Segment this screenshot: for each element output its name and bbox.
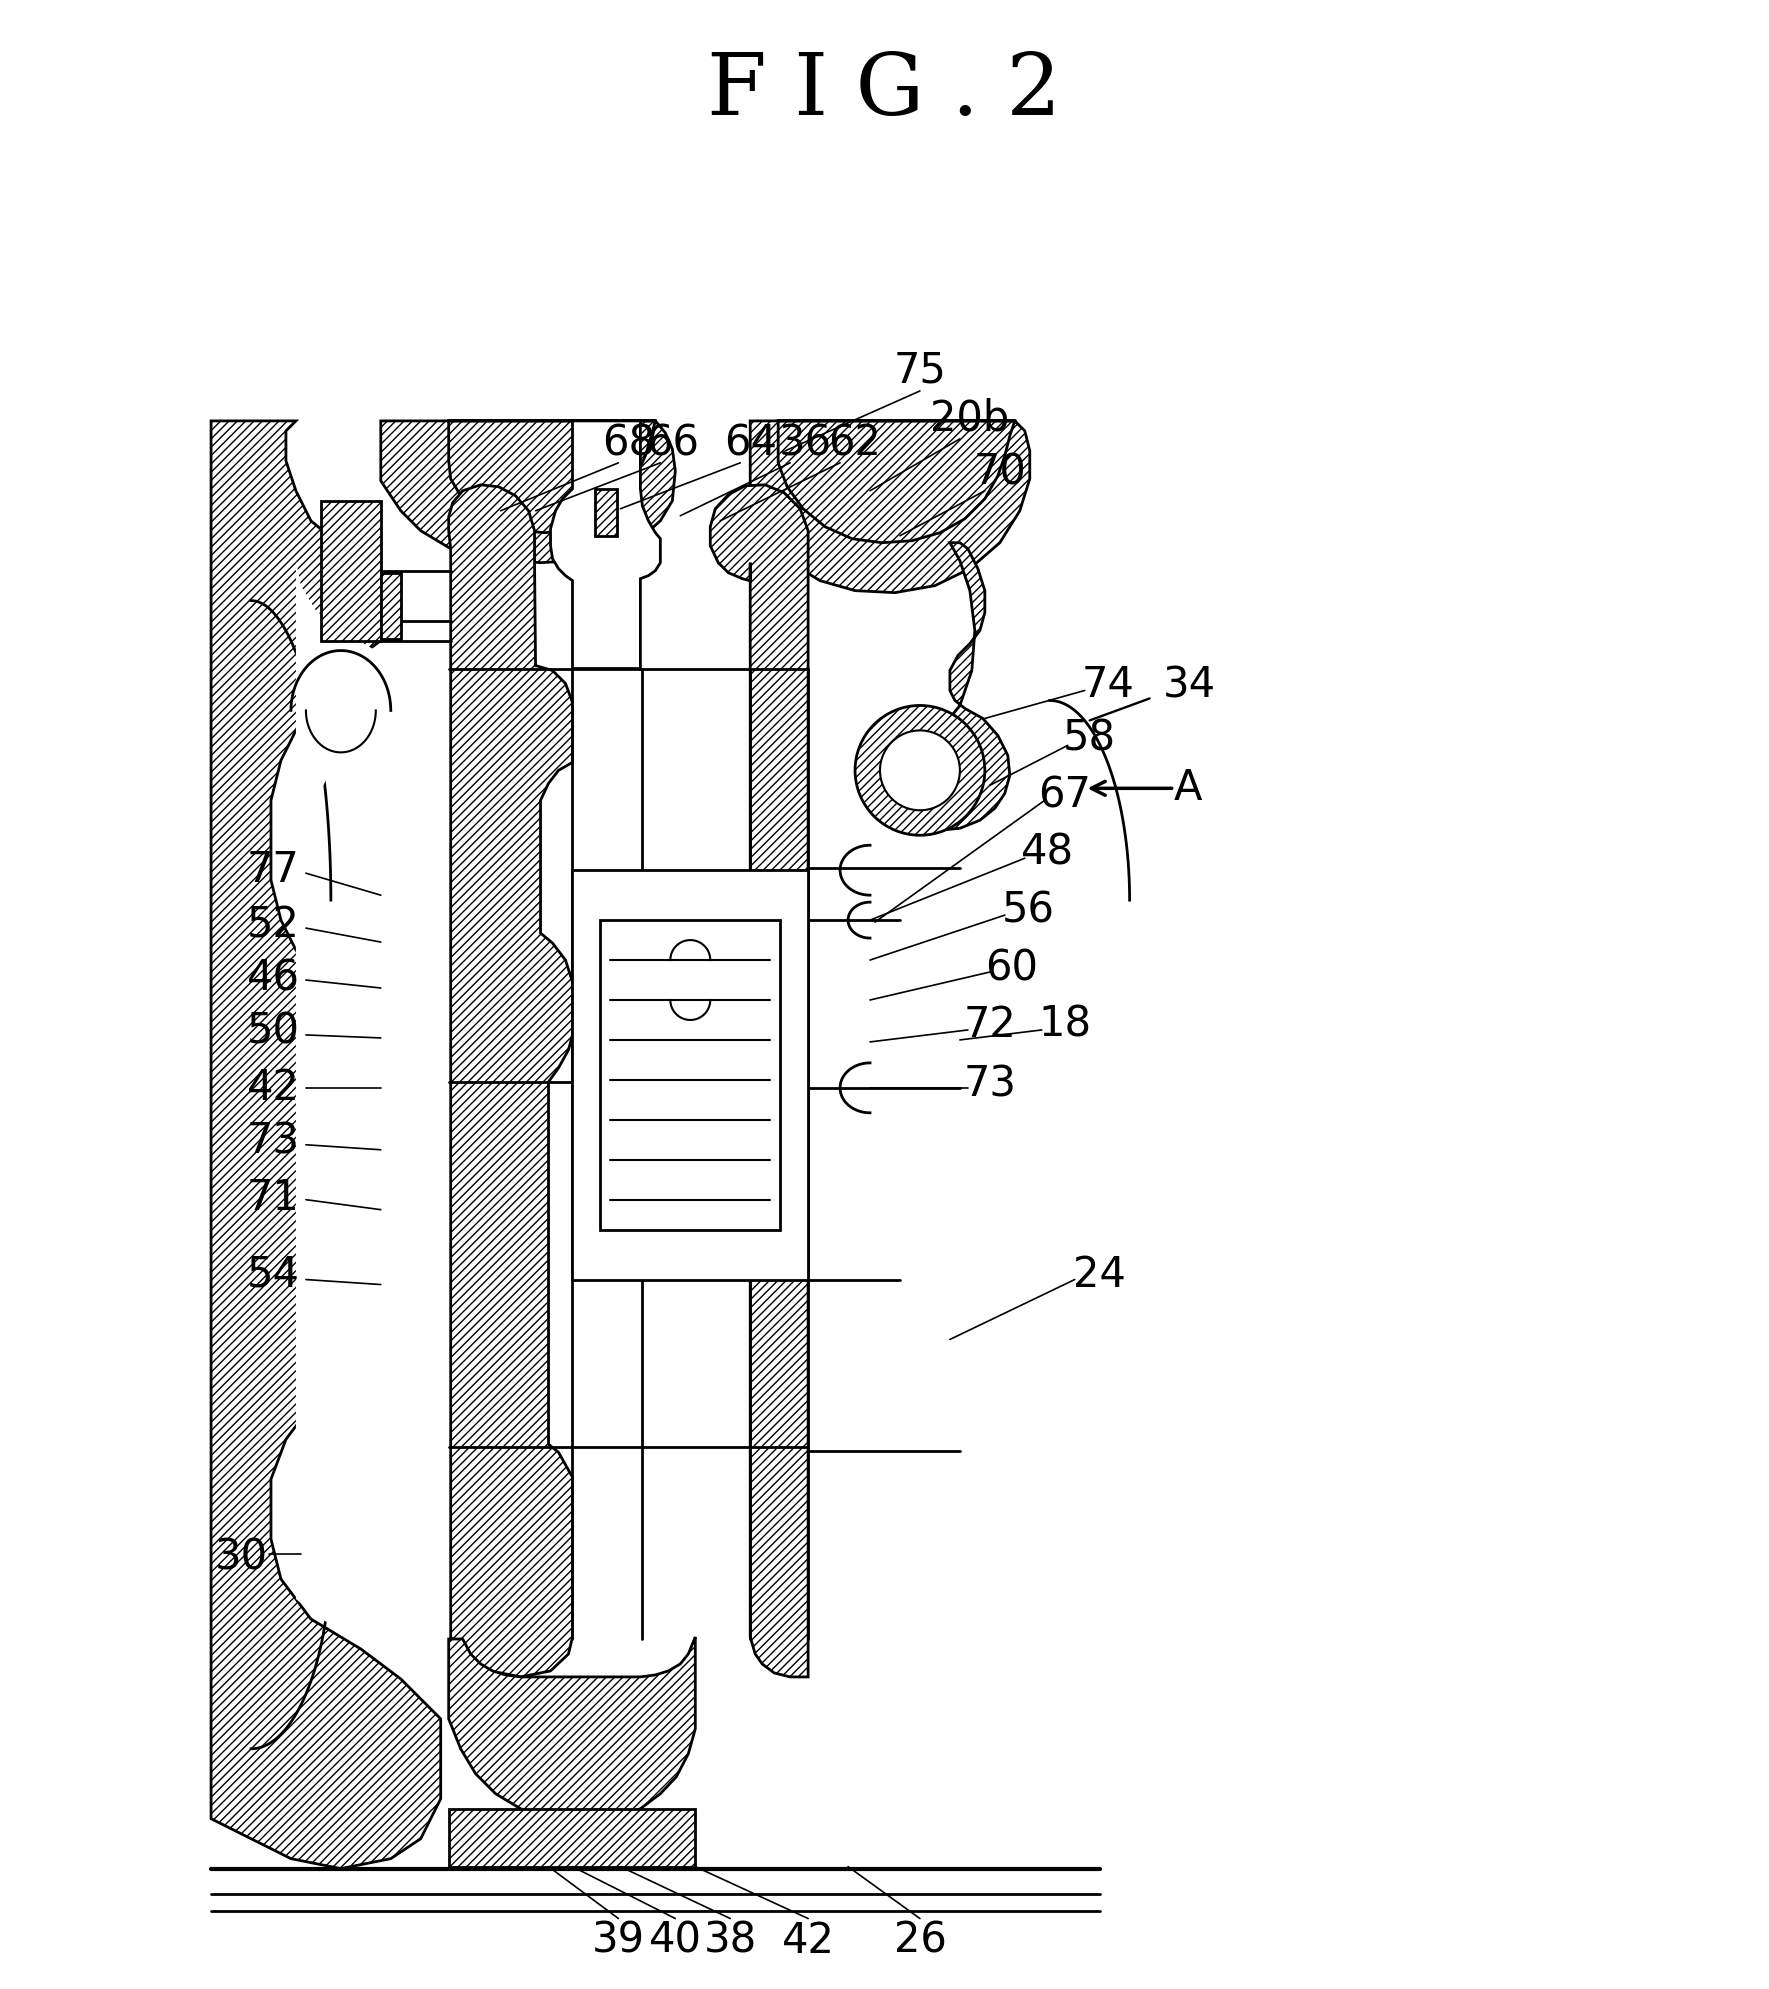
Text: 48: 48 bbox=[1021, 831, 1074, 873]
Text: F I G . 2: F I G . 2 bbox=[708, 50, 1061, 133]
Text: 24: 24 bbox=[1074, 1253, 1127, 1295]
Text: 26: 26 bbox=[893, 1919, 946, 1961]
Polygon shape bbox=[449, 485, 573, 1677]
Polygon shape bbox=[573, 871, 808, 1279]
Polygon shape bbox=[711, 485, 808, 1677]
Text: 67: 67 bbox=[1038, 774, 1091, 815]
Polygon shape bbox=[600, 921, 780, 1229]
Text: 75: 75 bbox=[893, 350, 946, 392]
Text: 73: 73 bbox=[246, 1120, 299, 1164]
Text: A: A bbox=[1173, 768, 1201, 810]
Text: 18: 18 bbox=[1038, 1004, 1091, 1046]
Polygon shape bbox=[449, 1808, 695, 1866]
Polygon shape bbox=[320, 501, 380, 640]
Text: 54: 54 bbox=[246, 1253, 299, 1295]
Text: 46: 46 bbox=[246, 957, 299, 998]
Polygon shape bbox=[550, 422, 660, 668]
Text: 56: 56 bbox=[1001, 889, 1054, 931]
Polygon shape bbox=[449, 1637, 695, 1822]
Text: 58: 58 bbox=[1063, 718, 1116, 760]
Text: 52: 52 bbox=[246, 905, 299, 947]
Text: 72: 72 bbox=[964, 1004, 1015, 1046]
Text: 60: 60 bbox=[985, 947, 1038, 989]
Polygon shape bbox=[380, 573, 402, 638]
Text: 20b: 20b bbox=[930, 398, 1010, 440]
Text: 50: 50 bbox=[246, 1010, 299, 1052]
Polygon shape bbox=[295, 442, 435, 1639]
Text: 64: 64 bbox=[724, 424, 777, 465]
Polygon shape bbox=[380, 422, 676, 563]
Text: 77: 77 bbox=[246, 849, 299, 891]
Text: 73: 73 bbox=[964, 1064, 1017, 1106]
Text: 70: 70 bbox=[973, 452, 1026, 493]
Polygon shape bbox=[750, 422, 1030, 593]
Text: 74: 74 bbox=[1081, 664, 1134, 706]
Circle shape bbox=[854, 706, 985, 835]
Text: 68: 68 bbox=[601, 424, 655, 465]
Polygon shape bbox=[596, 489, 617, 535]
Text: 71: 71 bbox=[246, 1177, 299, 1219]
Circle shape bbox=[879, 730, 961, 810]
Text: 40: 40 bbox=[649, 1919, 702, 1961]
Text: 34: 34 bbox=[1162, 664, 1215, 706]
Text: 42: 42 bbox=[782, 1919, 835, 1961]
Text: 39: 39 bbox=[593, 1919, 646, 1961]
Text: 38: 38 bbox=[704, 1919, 757, 1961]
Polygon shape bbox=[890, 543, 1010, 829]
Polygon shape bbox=[211, 422, 440, 1868]
Text: 66: 66 bbox=[646, 424, 699, 465]
Text: 42: 42 bbox=[246, 1066, 299, 1108]
Text: 30: 30 bbox=[214, 1536, 267, 1577]
Text: 36: 36 bbox=[778, 424, 831, 465]
Text: 62: 62 bbox=[828, 424, 881, 465]
